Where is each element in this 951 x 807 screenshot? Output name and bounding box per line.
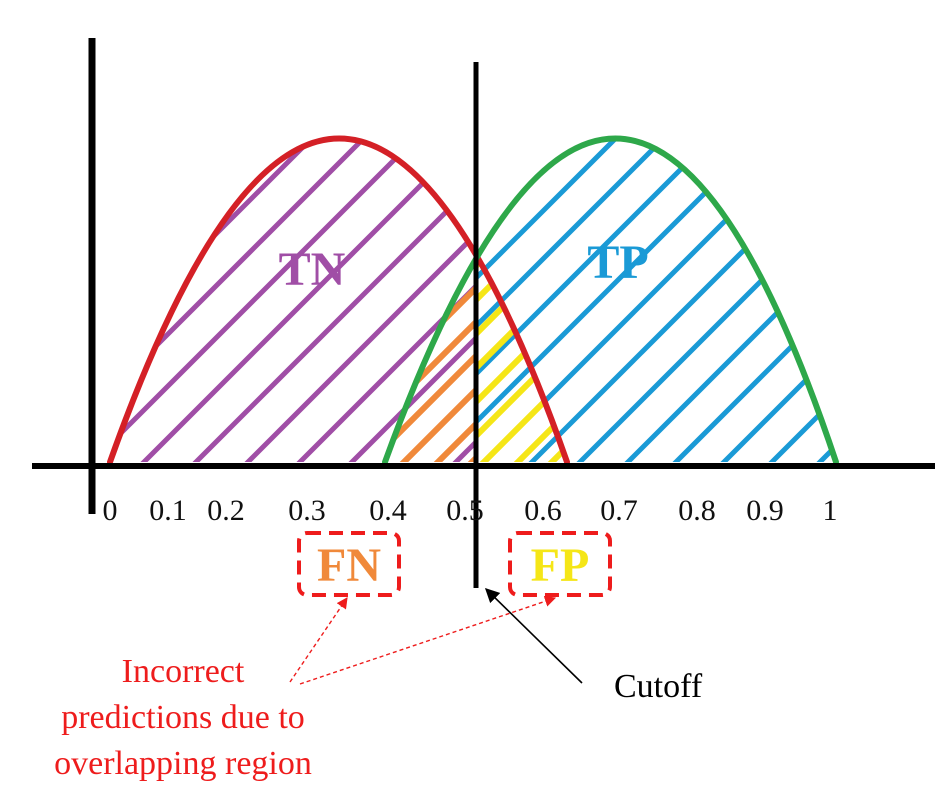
positive-class-curve [382,135,839,465]
tn-label: TN [279,243,346,296]
x-tick-label: 0.7 [600,494,638,527]
hatch-line [860,110,951,470]
annotation-line-3: overlapping region [54,745,312,782]
annotation-line-2: predictions due to [61,699,305,736]
hatch-line [748,110,951,470]
hatch-line [110,138,239,462]
hatch-line [569,138,836,462]
annotation-line-1: Incorrect [122,653,245,690]
hatch-line [708,110,951,470]
hatch-line [110,138,395,462]
hatch-line [475,138,743,462]
x-tick-label: 0.2 [207,494,245,527]
hatch-line [656,110,951,470]
hatch-line [665,138,836,462]
x-tick-label: 0 [103,494,118,527]
hatch-line [475,138,695,462]
hatch-line [185,138,475,462]
hatch-line [521,138,836,462]
x-tick-label: 0.6 [524,494,562,527]
hatch-line [884,110,951,470]
hatch-line [940,110,951,470]
hatch-line [0,110,54,470]
hatch-line [341,138,475,462]
x-tick-label: 0.9 [746,494,784,527]
hatch-line [44,110,404,470]
hatch-line [0,110,88,470]
x-tick-label: 0.3 [288,494,326,527]
hatch-line [110,138,447,462]
x-tick-label: 0.4 [369,494,407,527]
hatch-line [804,110,951,470]
hatch-line [0,110,144,470]
hatch-line [0,110,68,470]
hatch-line [668,110,951,470]
hatch-line [908,110,951,470]
hatch-line [850,110,951,470]
hatch-line [385,138,419,462]
hatch-line [0,110,28,470]
hatch-line [475,138,567,462]
hatch-line [532,110,892,470]
hatch-line [809,138,836,462]
hatch-line [393,138,475,462]
hatch-line [838,110,951,470]
hatch-line [237,138,475,462]
hatch-line [566,110,926,470]
hatch-line [0,110,20,470]
hatch-line [782,110,951,470]
hatch-line [110,138,135,462]
hatch-line [0,110,156,470]
cutoff-arrow [484,587,583,684]
negative-class-curve [107,135,570,465]
fp-annotation-arrow [299,595,557,685]
cutoff-label: Cutoff [614,668,703,705]
tp-label: TP [587,236,648,289]
hatch-line [761,138,836,462]
hatch-line [385,138,475,462]
hatch-line [475,138,567,462]
hatch-line [612,110,951,470]
hatch-line [872,110,951,470]
hatch-line [475,138,567,462]
x-tick-labels: 0 0.1 0.2 0.3 0.4 0.5 0.6 0.7 0.8 0.9 1 [103,494,838,527]
hatch-line [0,110,20,470]
hatch-line [0,110,116,470]
hatch-line [760,110,951,470]
hatch-line [906,110,951,470]
hatch-line [0,110,42,470]
fn-label: FN [317,539,381,592]
hatch-line [0,110,292,470]
fp-box [508,531,612,597]
hatch-line [816,110,951,470]
hatch-line [770,110,951,470]
hatch-line [68,110,428,470]
x-tick-label: 0.5 [446,494,484,527]
hatch-line [864,110,951,470]
fn-annotation-arrow [289,597,348,683]
hatch-line [0,110,76,470]
fn-box [297,531,401,597]
hatch-line [578,110,938,470]
hatch-line [385,138,475,462]
hatch-line [617,138,836,462]
hatch-line [702,110,951,470]
x-tick-label: 0.1 [149,494,187,527]
x-tick-label: 1 [823,494,838,527]
fp-label: FP [531,539,590,592]
x-tick-label: 0.8 [678,494,716,527]
hatch-line [916,110,951,470]
hatch-line [475,138,647,462]
hatch-line [475,138,567,462]
hatch-line [0,110,8,470]
hatch-line [0,110,80,470]
hatch-line [713,138,836,462]
hatch-line [0,110,122,470]
hatch-line [812,110,951,470]
hatch-line [918,110,951,470]
hatch-line [646,110,951,470]
